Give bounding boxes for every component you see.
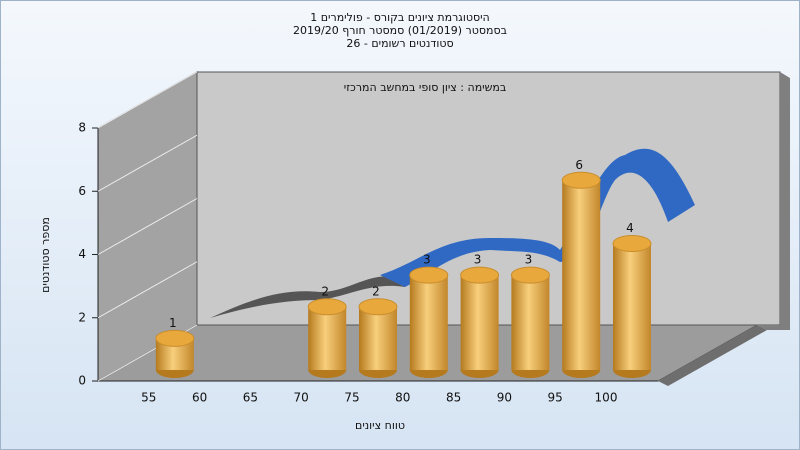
annotation: במשימה : ציון סופי במחשב המרכזי — [344, 81, 507, 94]
chart-title: בסמסטר (01/2019) סמסטר חורף 2019/20 — [293, 24, 507, 37]
bar-body — [409, 275, 448, 370]
x-axis-label: טווח ציונים — [355, 419, 405, 432]
bar-top — [510, 266, 550, 284]
grid-line — [97, 134, 198, 192]
bar — [307, 298, 347, 378]
curve-ribbon — [210, 276, 405, 318]
x-tick-label: 90 — [497, 391, 512, 405]
y-axis-label: מספר סטודנטים — [39, 217, 52, 293]
value-label: 3 — [525, 253, 533, 267]
bar-body — [359, 306, 397, 370]
y-tick-label: 6 — [78, 184, 86, 198]
x-tick-label: 55 — [141, 391, 156, 405]
value-label: 6 — [575, 158, 583, 172]
bar-top — [155, 329, 195, 347]
wall-shadow — [757, 72, 790, 330]
bar-top — [358, 298, 398, 316]
curve-ribbon — [380, 148, 695, 287]
bar-top — [612, 235, 652, 252]
x-tick-label: 60 — [192, 391, 207, 405]
x-tick-label: 85 — [446, 391, 461, 405]
y-tick-label: 4 — [78, 247, 86, 261]
bar — [460, 266, 500, 378]
chart-title: סטודנטים רשומים - 26 — [346, 37, 453, 50]
bar — [561, 171, 601, 378]
value-label: 3 — [474, 253, 482, 267]
bar-body — [460, 275, 499, 370]
bar-top — [307, 298, 347, 316]
bar — [612, 235, 652, 378]
grid-line — [97, 71, 198, 129]
grid-line — [97, 261, 198, 319]
bar — [155, 329, 195, 378]
bar-body — [562, 180, 601, 370]
value-label: 1 — [169, 316, 177, 330]
bar — [510, 266, 550, 378]
x-tick-label: 100 — [595, 391, 618, 405]
x-tick-label: 95 — [548, 391, 563, 405]
bar-top — [561, 171, 601, 189]
value-label: 2 — [372, 284, 380, 298]
y-tick-label: 2 — [78, 310, 86, 324]
bar — [409, 266, 449, 378]
bar — [358, 298, 398, 378]
x-tick-label: 75 — [344, 391, 359, 405]
floor-shadow — [658, 325, 767, 386]
value-label: 3 — [423, 253, 431, 267]
value-label: 2 — [321, 284, 329, 298]
y-tick-label: 0 — [78, 374, 86, 388]
x-tick-label: 70 — [294, 391, 309, 405]
bar-body — [308, 306, 347, 370]
value-label: 4 — [626, 221, 634, 235]
grid-line — [97, 198, 198, 255]
y-tick-label: 8 — [78, 121, 86, 135]
bar-body — [613, 243, 651, 370]
chart-title: היסטוגרמת ציונים בקורס - פולימרים 1 — [310, 11, 489, 24]
bar-top — [460, 266, 500, 284]
x-tick-label: 80 — [395, 391, 410, 405]
bar-body — [511, 275, 550, 370]
bar-top — [409, 266, 449, 284]
x-tick-label: 65 — [243, 391, 258, 405]
